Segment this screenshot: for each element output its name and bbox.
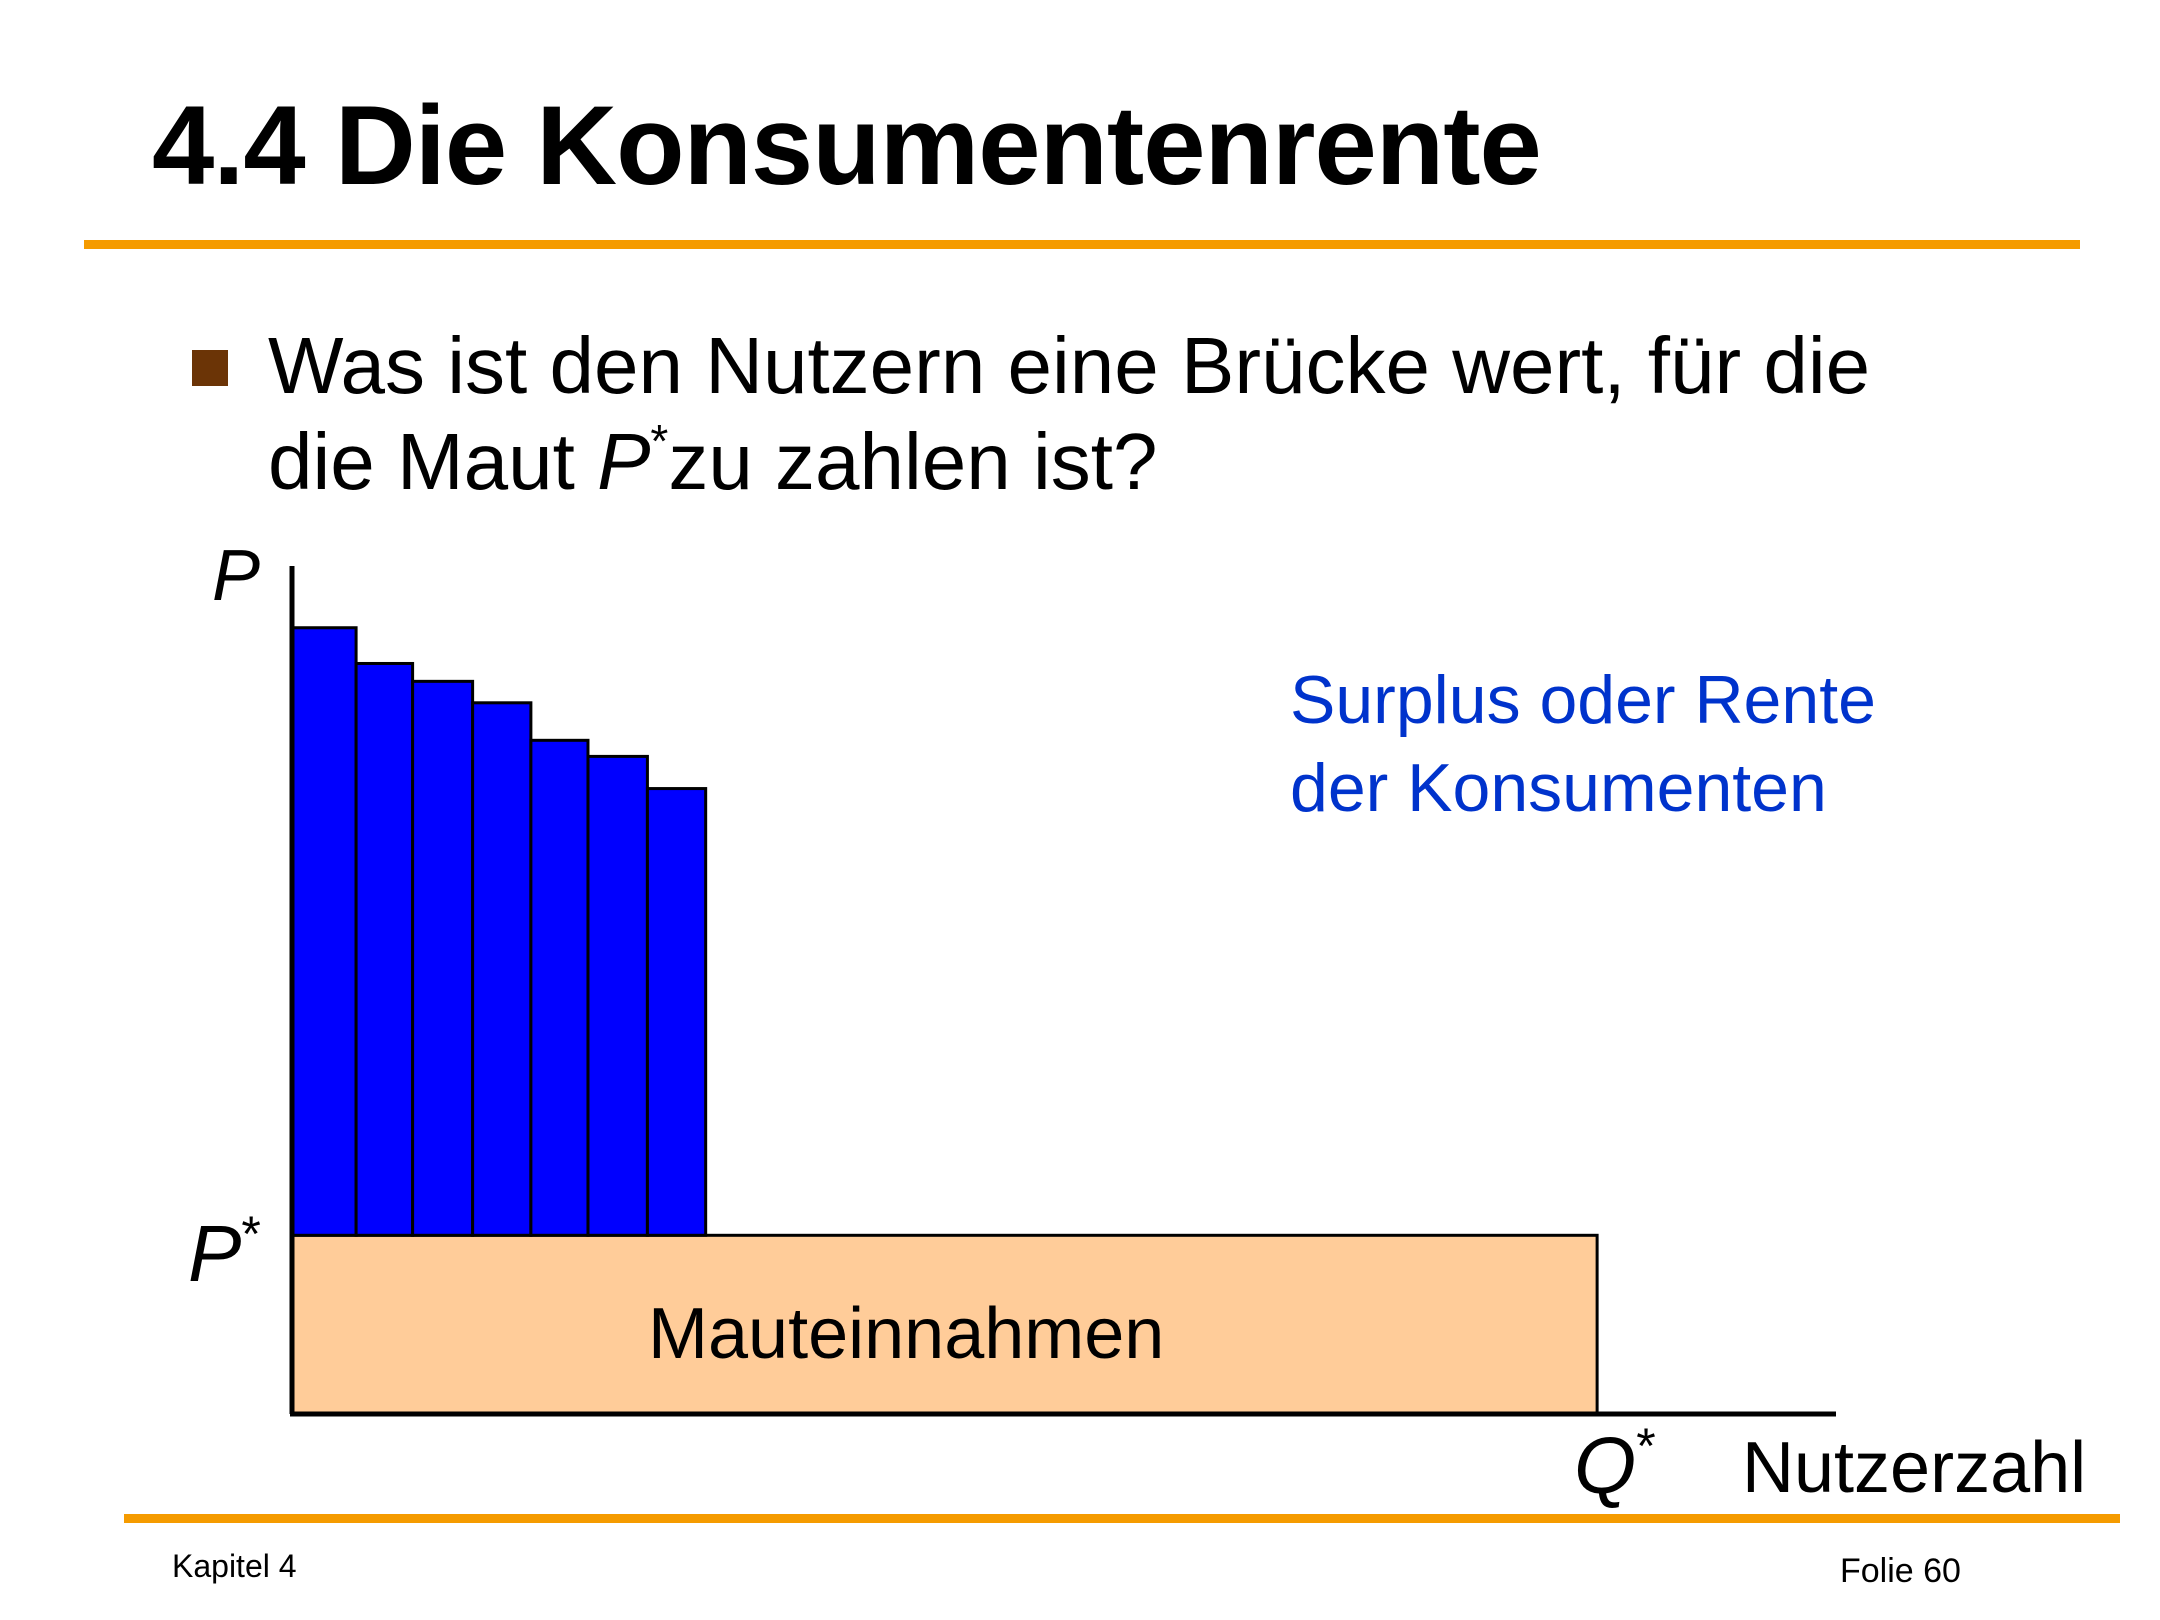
price-level-star: * xyxy=(241,1206,261,1262)
surplus-bar-1 xyxy=(290,626,358,1237)
surplus-annotation: Surplus oder Rente der Konsumenten xyxy=(1290,656,1876,832)
surplus-annotation-line-1: Surplus oder Rente xyxy=(1290,662,1876,738)
surplus-bar-3 xyxy=(411,679,475,1237)
footer-slide-number: Folie 60 xyxy=(1840,1552,1961,1590)
title-divider xyxy=(84,240,2080,249)
toll-price-star: * xyxy=(650,415,669,467)
quantity-level-label: Q* xyxy=(1574,1421,1656,1506)
toll-price-variable: P xyxy=(597,417,651,506)
surplus-bar-7 xyxy=(645,787,708,1237)
quantity-level-var: Q xyxy=(1574,1421,1637,1510)
bullet-line-1: Was ist den Nutzern eine Brücke wert, fü… xyxy=(268,321,1871,410)
price-level-var: P xyxy=(188,1209,242,1298)
bullet-line-2: die Maut P*zu zahlen ist? xyxy=(268,414,1870,510)
surplus-bar-6 xyxy=(586,754,649,1237)
bullet-marker xyxy=(192,350,228,386)
slide-title: 4.4 Die Konsumentenrente xyxy=(152,83,1542,208)
price-level-label: P* xyxy=(188,1209,261,1294)
revenue-area xyxy=(290,1233,1599,1416)
x-axis-label: Nutzerzahl xyxy=(1742,1428,2087,1508)
surplus-annotation-line-2: der Konsumenten xyxy=(1290,750,1827,826)
bullet-line-2-post: zu zahlen ist? xyxy=(668,417,1158,506)
footer-divider xyxy=(124,1514,2120,1523)
surplus-bar-4 xyxy=(471,701,533,1237)
revenue-area-label: Mauteinnahmen xyxy=(648,1294,1165,1374)
footer-chapter: Kapitel 4 xyxy=(172,1548,297,1584)
surplus-bar-5 xyxy=(529,738,590,1237)
y-axis-label: P xyxy=(212,536,261,616)
bullet-question: Was ist den Nutzern eine Brücke wert, fü… xyxy=(268,318,1870,510)
bullet-line-2-pre: die Maut xyxy=(268,417,598,506)
quantity-level-star: * xyxy=(1636,1418,1656,1474)
surplus-bar-2 xyxy=(354,661,415,1237)
